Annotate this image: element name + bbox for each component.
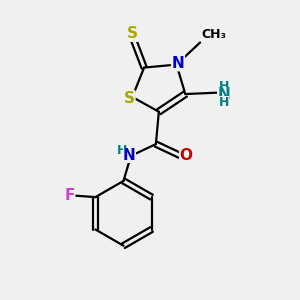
Text: CH₃: CH₃ <box>202 28 226 41</box>
Text: S: S <box>124 91 135 106</box>
Text: N: N <box>217 87 230 102</box>
Text: H: H <box>218 95 229 109</box>
Text: F: F <box>64 188 75 203</box>
Text: N: N <box>172 56 184 70</box>
Text: O: O <box>180 148 193 164</box>
Text: H: H <box>218 80 229 93</box>
Text: S: S <box>127 26 138 41</box>
Text: H: H <box>117 144 127 157</box>
Text: N: N <box>123 148 136 163</box>
